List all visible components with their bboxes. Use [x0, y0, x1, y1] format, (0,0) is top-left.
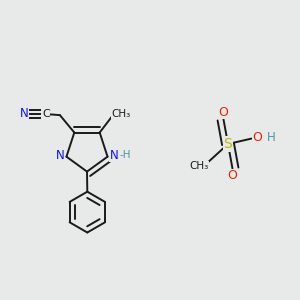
- Text: -H: -H: [119, 150, 131, 160]
- Text: O: O: [219, 106, 228, 119]
- Text: N: N: [110, 149, 118, 162]
- Text: O: O: [253, 131, 262, 144]
- Text: CH₃: CH₃: [190, 161, 209, 171]
- Text: C: C: [42, 109, 50, 118]
- Text: H: H: [266, 131, 275, 144]
- Text: CH₃: CH₃: [111, 109, 130, 118]
- Text: O: O: [228, 169, 237, 182]
- Text: N: N: [56, 149, 64, 162]
- Text: S: S: [224, 137, 232, 151]
- Text: N: N: [20, 107, 29, 120]
